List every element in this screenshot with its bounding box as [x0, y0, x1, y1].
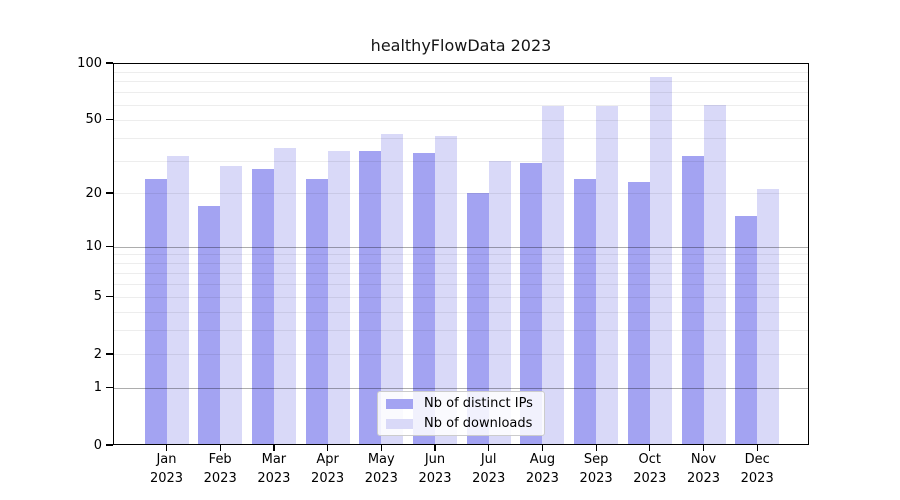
minor-gridline-8: [113, 263, 809, 265]
y-tick-label-100: 100: [77, 55, 102, 71]
y-tick-0: [106, 444, 113, 446]
y-tick-label-1: 1: [93, 380, 102, 396]
bar-distinct-ips-aug: [520, 163, 543, 445]
plot-frame: [113, 63, 809, 445]
minor-gridline-70: [113, 92, 809, 94]
bar-downloads-oct: [649, 77, 672, 445]
bar-distinct-ips-jan: [144, 178, 167, 445]
y-tick-label-2: 2: [93, 346, 102, 362]
minor-gridline-5: [113, 296, 809, 298]
bar-distinct-ips-jul: [466, 193, 489, 445]
minor-gridline-6: [113, 283, 809, 285]
x-tick-oct: [649, 445, 651, 451]
bar-distinct-ips-nov: [681, 155, 704, 445]
x-tick-label-dec: Dec 2023: [740, 452, 774, 486]
y-tick-label-5: 5: [93, 289, 102, 305]
legend-swatch-distinct-ips: [386, 398, 413, 409]
minor-gridline-3: [113, 330, 809, 332]
bar-downloads-dec: [757, 189, 780, 445]
x-tick-label-oct: Oct 2023: [633, 452, 667, 486]
bar-distinct-ips-sep: [574, 178, 597, 445]
x-tick-jun: [434, 445, 436, 451]
x-tick-label-apr: Apr 2023: [311, 452, 345, 486]
bar-distinct-ips-jun: [413, 153, 435, 445]
major-gridline-1: [113, 387, 809, 389]
x-tick-jul: [488, 445, 490, 451]
major-gridline-10: [113, 246, 809, 248]
x-tick-label-aug: Aug 2023: [525, 452, 559, 486]
legend-label-distinct-ips: Nb of distinct IPs: [424, 396, 533, 411]
minor-gridline-7: [113, 272, 809, 274]
y-tick-2: [106, 353, 113, 355]
x-tick-label-jun: Jun 2023: [418, 452, 452, 486]
y-tick-1: [106, 387, 113, 389]
bar-downloads-aug: [542, 106, 565, 445]
bar-distinct-ips-apr: [305, 178, 328, 445]
x-tick-aug: [541, 445, 544, 451]
bar-distinct-ips-dec: [735, 215, 758, 445]
minor-gridline-80: [113, 81, 809, 83]
bar-downloads-nov: [703, 104, 726, 445]
x-tick-label-sep: Sep 2023: [579, 452, 613, 486]
bar-distinct-ips-oct: [627, 181, 650, 445]
bar-distinct-ips-mar: [251, 169, 274, 445]
minor-gridline-4: [113, 311, 809, 313]
x-tick-dec: [756, 445, 758, 451]
bar-downloads-sep: [596, 106, 619, 445]
y-tick-5: [106, 296, 113, 298]
legend-swatch-downloads: [386, 418, 413, 429]
bar-downloads-jul: [488, 160, 511, 445]
bar-distinct-ips-feb: [198, 205, 221, 445]
bar-downloads-feb: [220, 166, 243, 445]
y-tick-50: [106, 118, 113, 121]
x-tick-label-feb: Feb 2023: [203, 452, 237, 486]
x-tick-mar: [273, 445, 275, 451]
y-tick-100: [106, 62, 113, 64]
y-tick-label-20: 20: [85, 185, 102, 201]
bar-downloads-jan: [166, 155, 189, 445]
bar-downloads-may: [381, 133, 404, 445]
minor-gridline-90: [113, 71, 809, 73]
bar-downloads-mar: [273, 148, 296, 445]
minor-gridline-2: [113, 354, 809, 356]
y-tick-20: [106, 192, 113, 194]
bar-distinct-ips-may: [359, 150, 382, 445]
x-tick-sep: [595, 445, 597, 451]
y-tick-label-50: 50: [85, 112, 102, 128]
x-tick-jan: [165, 445, 168, 451]
bar-downloads-apr: [327, 150, 350, 445]
legend-item-distinct-ips: Nb of distinct IPs: [386, 396, 536, 411]
x-tick-label-jul: Jul 2023: [472, 452, 506, 486]
minor-gridline-40: [113, 137, 809, 139]
x-tick-label-mar: Mar 2023: [257, 452, 291, 486]
legend: Nb of distinct IPs Nb of downloads: [377, 391, 545, 436]
minor-gridline-30: [113, 160, 809, 162]
chart-title: healthyFlowData 2023: [370, 36, 552, 55]
legend-item-downloads: Nb of downloads: [386, 416, 536, 431]
y-tick-label-0: 0: [93, 437, 102, 453]
legend-label-downloads: Nb of downloads: [424, 416, 533, 431]
y-tick-10: [106, 245, 113, 248]
x-tick-label-nov: Nov 2023: [686, 452, 721, 486]
x-tick-may: [380, 445, 382, 451]
bar-downloads-jun: [435, 135, 457, 445]
x-tick-apr: [327, 445, 329, 451]
minor-gridline-50: [113, 119, 809, 121]
x-tick-label-jan: Jan 2023: [149, 452, 184, 486]
minor-gridline-9: [113, 254, 809, 256]
y-tick-label-10: 10: [85, 239, 102, 255]
x-tick-feb: [219, 445, 221, 451]
minor-gridline-20: [113, 193, 809, 194]
minor-gridline-60: [113, 104, 809, 106]
x-tick-nov: [702, 445, 705, 451]
x-tick-label-may: May 2023: [364, 452, 398, 486]
